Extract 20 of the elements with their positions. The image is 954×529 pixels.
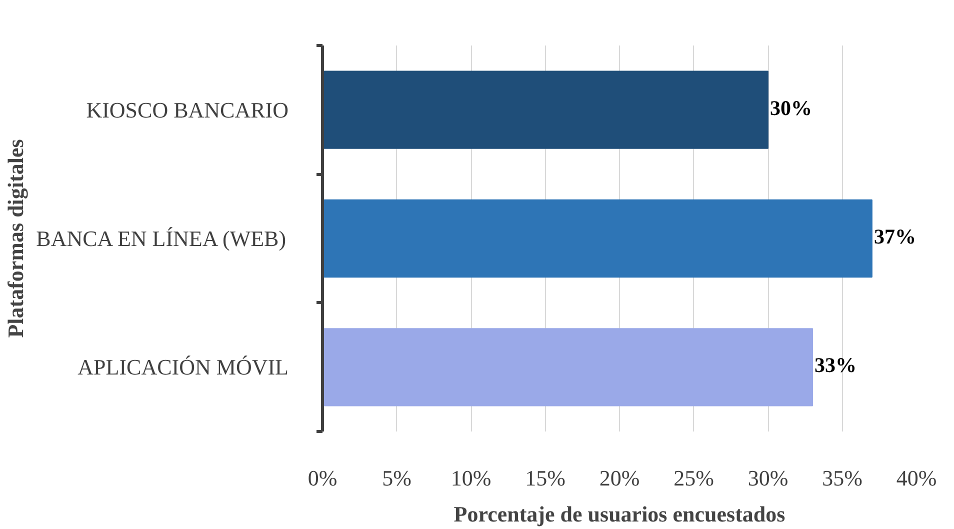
bar xyxy=(322,70,768,149)
x-tick-label: 10% xyxy=(450,466,492,490)
y-tick-label: KIOSCO BANCARIO xyxy=(86,97,288,122)
bar xyxy=(322,199,872,278)
data-label: 37% xyxy=(874,224,916,248)
x-tick-label: 20% xyxy=(599,466,640,490)
x-tick-label: 30% xyxy=(748,466,788,490)
y-axis-title: Plataformas digitales xyxy=(3,138,28,338)
x-axis-title: Porcentaje de usuarios encuestados xyxy=(454,502,786,526)
x-tick-label: 0% xyxy=(308,466,338,490)
x-tick-label: 35% xyxy=(822,466,862,490)
data-label: 30% xyxy=(770,96,812,120)
x-tick-label: 15% xyxy=(525,466,566,490)
y-tick-label: APLICACIÓN MÓVIL xyxy=(78,354,288,380)
data-label: 33% xyxy=(814,353,857,378)
x-tick-label: 40% xyxy=(896,466,937,490)
y-tick-label: BANCA EN LÍNEA (WEB) xyxy=(36,226,286,251)
x-tick-label: 5% xyxy=(382,466,412,490)
bar xyxy=(322,328,814,406)
x-tick-label: 25% xyxy=(674,466,714,490)
